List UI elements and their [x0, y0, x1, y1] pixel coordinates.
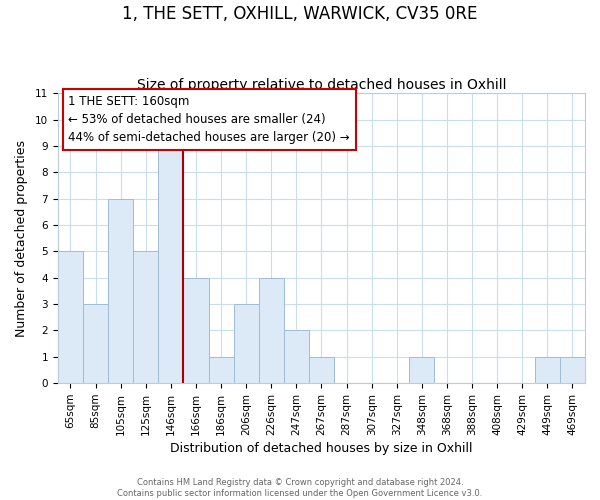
Bar	[209, 357, 233, 383]
Bar	[58, 252, 83, 383]
Text: 1, THE SETT, OXHILL, WARWICK, CV35 0RE: 1, THE SETT, OXHILL, WARWICK, CV35 0RE	[122, 5, 478, 23]
Text: Contains HM Land Registry data © Crown copyright and database right 2024.
Contai: Contains HM Land Registry data © Crown c…	[118, 478, 482, 498]
Bar	[83, 304, 108, 383]
Text: 1 THE SETT: 160sqm
← 53% of detached houses are smaller (24)
44% of semi-detache: 1 THE SETT: 160sqm ← 53% of detached hou…	[68, 94, 350, 144]
Bar	[284, 330, 309, 383]
Bar	[158, 146, 184, 383]
Bar	[409, 357, 434, 383]
Bar	[233, 304, 259, 383]
Title: Size of property relative to detached houses in Oxhill: Size of property relative to detached ho…	[137, 78, 506, 92]
X-axis label: Distribution of detached houses by size in Oxhill: Distribution of detached houses by size …	[170, 442, 473, 455]
Bar	[535, 357, 560, 383]
Bar	[309, 357, 334, 383]
Bar	[259, 278, 284, 383]
Bar	[184, 278, 209, 383]
Bar	[108, 198, 133, 383]
Bar	[133, 252, 158, 383]
Y-axis label: Number of detached properties: Number of detached properties	[15, 140, 28, 336]
Bar	[560, 357, 585, 383]
